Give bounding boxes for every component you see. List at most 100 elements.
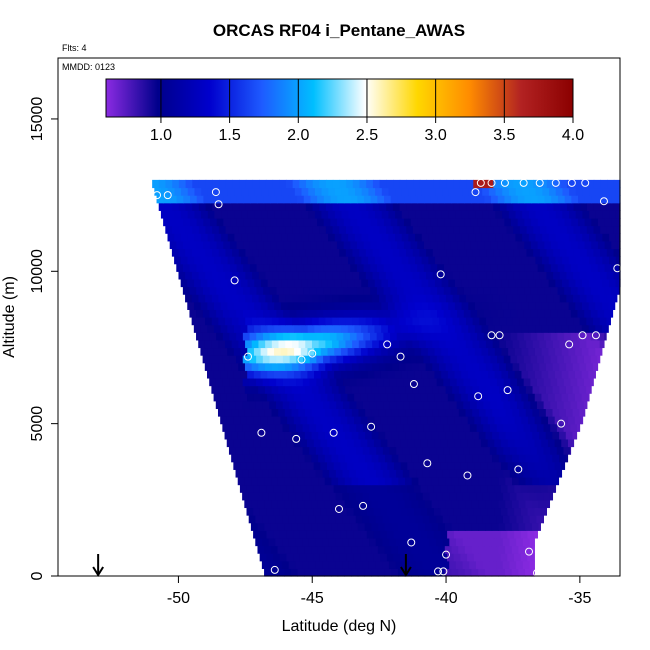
heatmap-cell [459, 408, 466, 416]
heatmap-cell [570, 378, 577, 386]
heatmap-cell [540, 317, 547, 325]
heatmap-cell [265, 454, 272, 462]
heatmap-cell [573, 271, 580, 279]
heatmap-cell [483, 492, 490, 500]
heatmap-cell [282, 538, 289, 546]
heatmap-cell [502, 188, 509, 196]
heatmap-cell [339, 363, 346, 371]
heatmap-cell [506, 271, 513, 279]
date-note: MMDD: 0123 [62, 62, 115, 72]
heatmap-cell [323, 287, 330, 295]
heatmap-cell [260, 507, 267, 515]
heatmap-cell [446, 317, 453, 325]
heatmap-cell [533, 203, 540, 211]
heatmap-cell [473, 294, 480, 302]
heatmap-cell [549, 210, 556, 218]
heatmap-cell [504, 218, 511, 226]
heatmap-cell [537, 287, 544, 295]
heatmap-cell [203, 309, 210, 317]
heatmap-cell [298, 386, 305, 394]
heatmap-cell [387, 553, 394, 561]
heatmap-cell [248, 279, 255, 287]
heatmap-cell [361, 393, 368, 401]
heatmap-cell [462, 279, 469, 287]
heatmap-cell [263, 309, 270, 317]
heatmap-cell [232, 203, 239, 211]
heatmap-cell [569, 325, 576, 333]
heatmap-cell [568, 347, 575, 355]
heatmap-cell [473, 180, 480, 188]
heatmap-cell [497, 378, 504, 386]
heatmap-cell [238, 386, 245, 394]
heatmap-cell [578, 264, 585, 272]
heatmap-cell [437, 332, 444, 340]
heatmap-cell [548, 393, 555, 401]
heatmap-cell [227, 302, 234, 310]
heatmap-cell [238, 340, 245, 348]
heatmap-cell [522, 302, 529, 310]
heatmap-cell [571, 241, 578, 249]
heatmap-cell [441, 325, 448, 333]
heatmap-cell [584, 264, 591, 272]
heatmap-cell [530, 401, 537, 409]
heatmap-cell [181, 188, 188, 196]
heatmap-cell [483, 538, 490, 546]
heatmap-cell [524, 264, 531, 272]
heatmap-cell [589, 188, 596, 196]
heatmap-cell [611, 218, 618, 226]
heatmap-cell [435, 256, 442, 264]
heatmap-cell [449, 561, 456, 569]
heatmap-cell [214, 279, 221, 287]
heatmap-cell [201, 233, 208, 241]
heatmap-cell [527, 226, 534, 234]
heatmap-cell [488, 462, 495, 470]
heatmap-cell [489, 538, 496, 546]
heatmap-cell [230, 241, 237, 249]
heatmap-cell [548, 416, 555, 424]
heatmap-cell [356, 424, 363, 432]
heatmap-cell [584, 378, 591, 386]
heatmap-cell [533, 340, 540, 348]
heatmap-cell [508, 462, 515, 470]
heatmap-cell [370, 378, 377, 386]
heatmap-cell [486, 386, 493, 394]
heatmap-cell [285, 431, 292, 439]
heatmap-cell [506, 340, 513, 348]
heatmap-cell [243, 332, 250, 340]
heatmap-cell [285, 477, 292, 485]
heatmap-cell [512, 500, 519, 508]
heatmap-cell [492, 431, 499, 439]
heatmap-cell [221, 279, 228, 287]
heatmap-cell [313, 226, 320, 234]
heatmap-cell [310, 332, 317, 340]
heatmap-cell [255, 515, 262, 523]
heatmap-cell [196, 332, 203, 340]
heatmap-cell [238, 477, 245, 485]
heatmap-cell [437, 401, 444, 409]
heatmap-cell [379, 226, 386, 234]
heatmap-cell [493, 271, 500, 279]
heatmap-cell [576, 210, 583, 218]
heatmap-cell [206, 203, 213, 211]
heatmap-cell [307, 485, 314, 493]
heatmap-cell [261, 188, 268, 196]
heatmap-cell [367, 507, 374, 515]
heatmap-cell [305, 454, 312, 462]
heatmap-cell [555, 347, 562, 355]
heatmap-cell [384, 241, 391, 249]
heatmap-cell [503, 469, 510, 477]
heatmap-cell [494, 439, 501, 447]
heatmap-cell [282, 515, 289, 523]
heatmap-cell [523, 469, 530, 477]
heatmap-cell [283, 355, 290, 363]
heatmap-cell [395, 302, 402, 310]
heatmap-cell [361, 325, 368, 333]
heatmap-cell [376, 469, 383, 477]
heatmap-cell [458, 500, 465, 508]
heatmap-cell [562, 370, 569, 378]
heatmap-cell [499, 500, 506, 508]
heatmap-cell [509, 233, 516, 241]
heatmap-cell [571, 264, 578, 272]
heatmap-cell [281, 256, 288, 264]
heatmap-cell [462, 188, 469, 196]
